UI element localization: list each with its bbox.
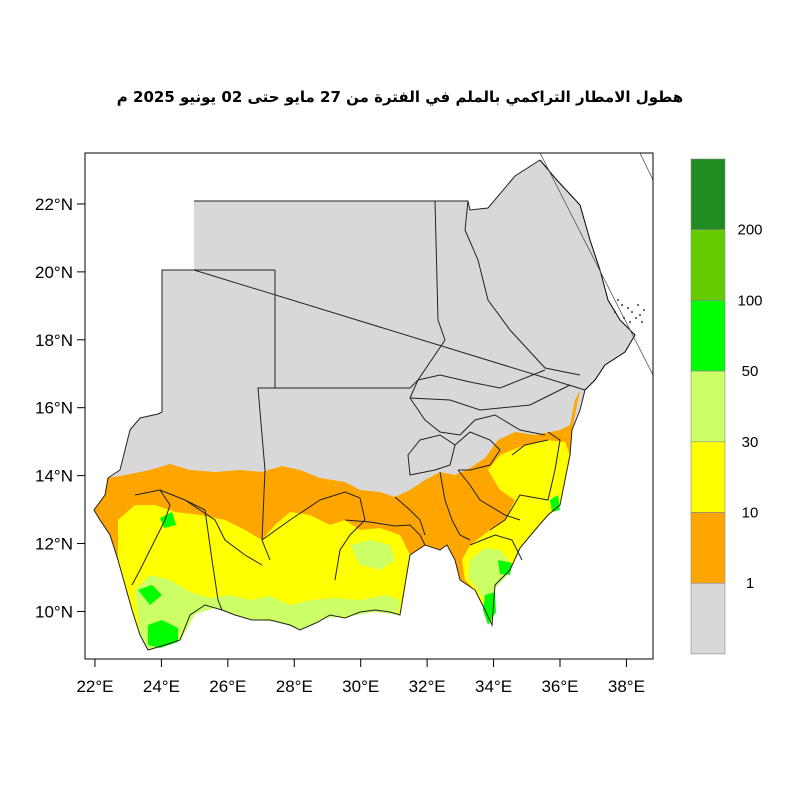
colorbar: 1 10 30 50 100 200 [690,158,763,655]
lat-tick-label: 16°N [35,399,73,418]
lon-tick-label: 36°E [541,677,578,696]
rain-zone-30-50-a [135,575,400,650]
lat-tick-label: 18°N [35,331,73,350]
longitude-axis: 22°E 24°E 26°E 28°E 30°E 32°E 34°E 36°E 38°E [76,659,645,696]
red-sea-coastline [539,159,636,391]
lon-tick-label: 34°E [475,677,512,696]
latitude-axis: 22°N 20°N 18°N 16°N 14°N 12°N 10°N [35,195,85,621]
colorbar-swatch [690,582,726,655]
colorbar-swatch [690,229,726,301]
state-borders [131,200,581,611]
lon-tick-label: 24°E [143,677,180,696]
colorbar-swatch [690,441,726,513]
rain-zone-50-100-a [148,620,178,648]
lon-tick-label: 30°E [342,677,379,696]
colorbar-swatch [690,300,726,372]
lat-tick-label: 14°N [35,467,73,486]
colorbar-swatch [690,370,726,443]
colorbar-label: 50 [742,363,759,380]
lat-tick-label: 10°N [35,602,73,621]
colorbar-label: 30 [742,434,759,451]
red-sea-islands [614,299,645,323]
map-area [93,153,653,651]
colorbar-label: 100 [737,292,762,309]
colorbar-label: 10 [742,505,759,522]
sea-boundary-line [539,153,653,376]
lon-tick-label: 22°E [76,677,113,696]
lat-tick-label: 12°N [35,535,73,554]
colorbar-swatch [690,512,726,584]
colorbar-swatch [690,158,726,230]
lat-tick-label: 20°N [35,263,73,282]
colorbar-label: 1 [746,575,754,592]
colorbar-label: 200 [737,222,762,239]
lat-tick-label: 22°N [35,195,73,214]
map-title: هطول الامطار التراكمي بالملم في الفترة م… [116,88,684,106]
lon-tick-label: 26°E [209,677,246,696]
sea-boundary-line-2 [639,153,653,181]
lon-tick-label: 28°E [276,677,313,696]
lon-tick-label: 38°E [608,677,645,696]
rain-zone-50-100-b [138,585,162,605]
map-frame [84,152,654,660]
rain-zone-50-100-e [160,512,176,528]
rain-zone-50-100-f [550,495,560,512]
lon-tick-label: 32°E [409,677,446,696]
rain-zone-30-50-c [350,540,395,570]
